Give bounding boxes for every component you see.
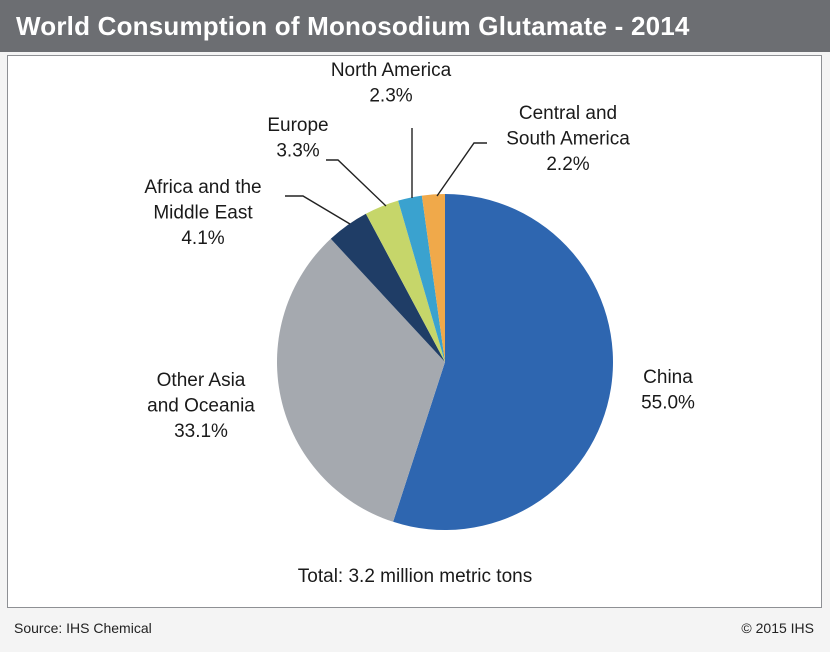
slice-label-central-and-south-america: Central and South America 2.2%	[506, 103, 630, 175]
slice-label-line: South America	[506, 129, 630, 150]
title-bar: World Consumption of Monosodium Glutamat…	[0, 0, 830, 52]
pie-slice-other-asia-and-oceania	[276, 238, 445, 522]
slice-label-line: Other Asia	[157, 370, 246, 391]
slice-value: 3.3%	[276, 141, 319, 162]
slice-label-north-america: North America 2.3%	[331, 60, 452, 107]
pie-slice-north-america	[398, 195, 445, 362]
pie-slices	[276, 194, 613, 530]
slice-value: 4.1%	[181, 228, 224, 249]
leader-line-europe	[326, 159, 387, 207]
slice-label-line: Africa and the	[144, 177, 261, 198]
slice-label-line: Middle East	[153, 203, 253, 224]
slice-label-line: China	[643, 367, 693, 388]
slice-label-line: Central and	[519, 103, 617, 124]
pie-chart: China 55.0% Other Asia and Oceania 33.1% Afri…	[144, 60, 695, 587]
leader-line-central-and-south-america	[436, 142, 487, 197]
pie-slice-central-and-south-america	[421, 194, 445, 362]
total-note: Total: 3.2 million metric tons	[298, 566, 532, 587]
slice-label-line: Europe	[267, 115, 328, 136]
slice-value: 2.2%	[546, 154, 589, 175]
source-note: Source: IHS Chemical	[14, 620, 152, 636]
slice-label-africa-and-the-middle-east: Africa and the Middle East 4.1%	[144, 177, 261, 249]
slice-value: 33.1%	[174, 421, 228, 442]
pie-slice-europe	[365, 200, 445, 362]
slice-value: 2.3%	[369, 86, 412, 107]
leader-line-africa-and-the-middle-east	[285, 195, 351, 225]
slice-label-europe: Europe 3.3%	[267, 115, 328, 162]
chart-panel: China 55.0% Other Asia and Oceania 33.1% Afri…	[7, 55, 822, 608]
chart-title: World Consumption of Monosodium Glutamat…	[16, 11, 690, 41]
pie-slice-china	[393, 194, 613, 530]
slice-label-china: China 55.0%	[641, 367, 695, 414]
slice-label-line: and Oceania	[147, 396, 255, 417]
pie-slice-africa-and-the-middle-east	[330, 213, 445, 362]
slice-value: 55.0%	[641, 393, 695, 414]
slice-label-line: North America	[331, 60, 452, 81]
slice-label-other-asia-and-oceania: Other Asia and Oceania 33.1%	[147, 370, 255, 442]
copyright-note: © 2015 IHS	[741, 620, 814, 636]
